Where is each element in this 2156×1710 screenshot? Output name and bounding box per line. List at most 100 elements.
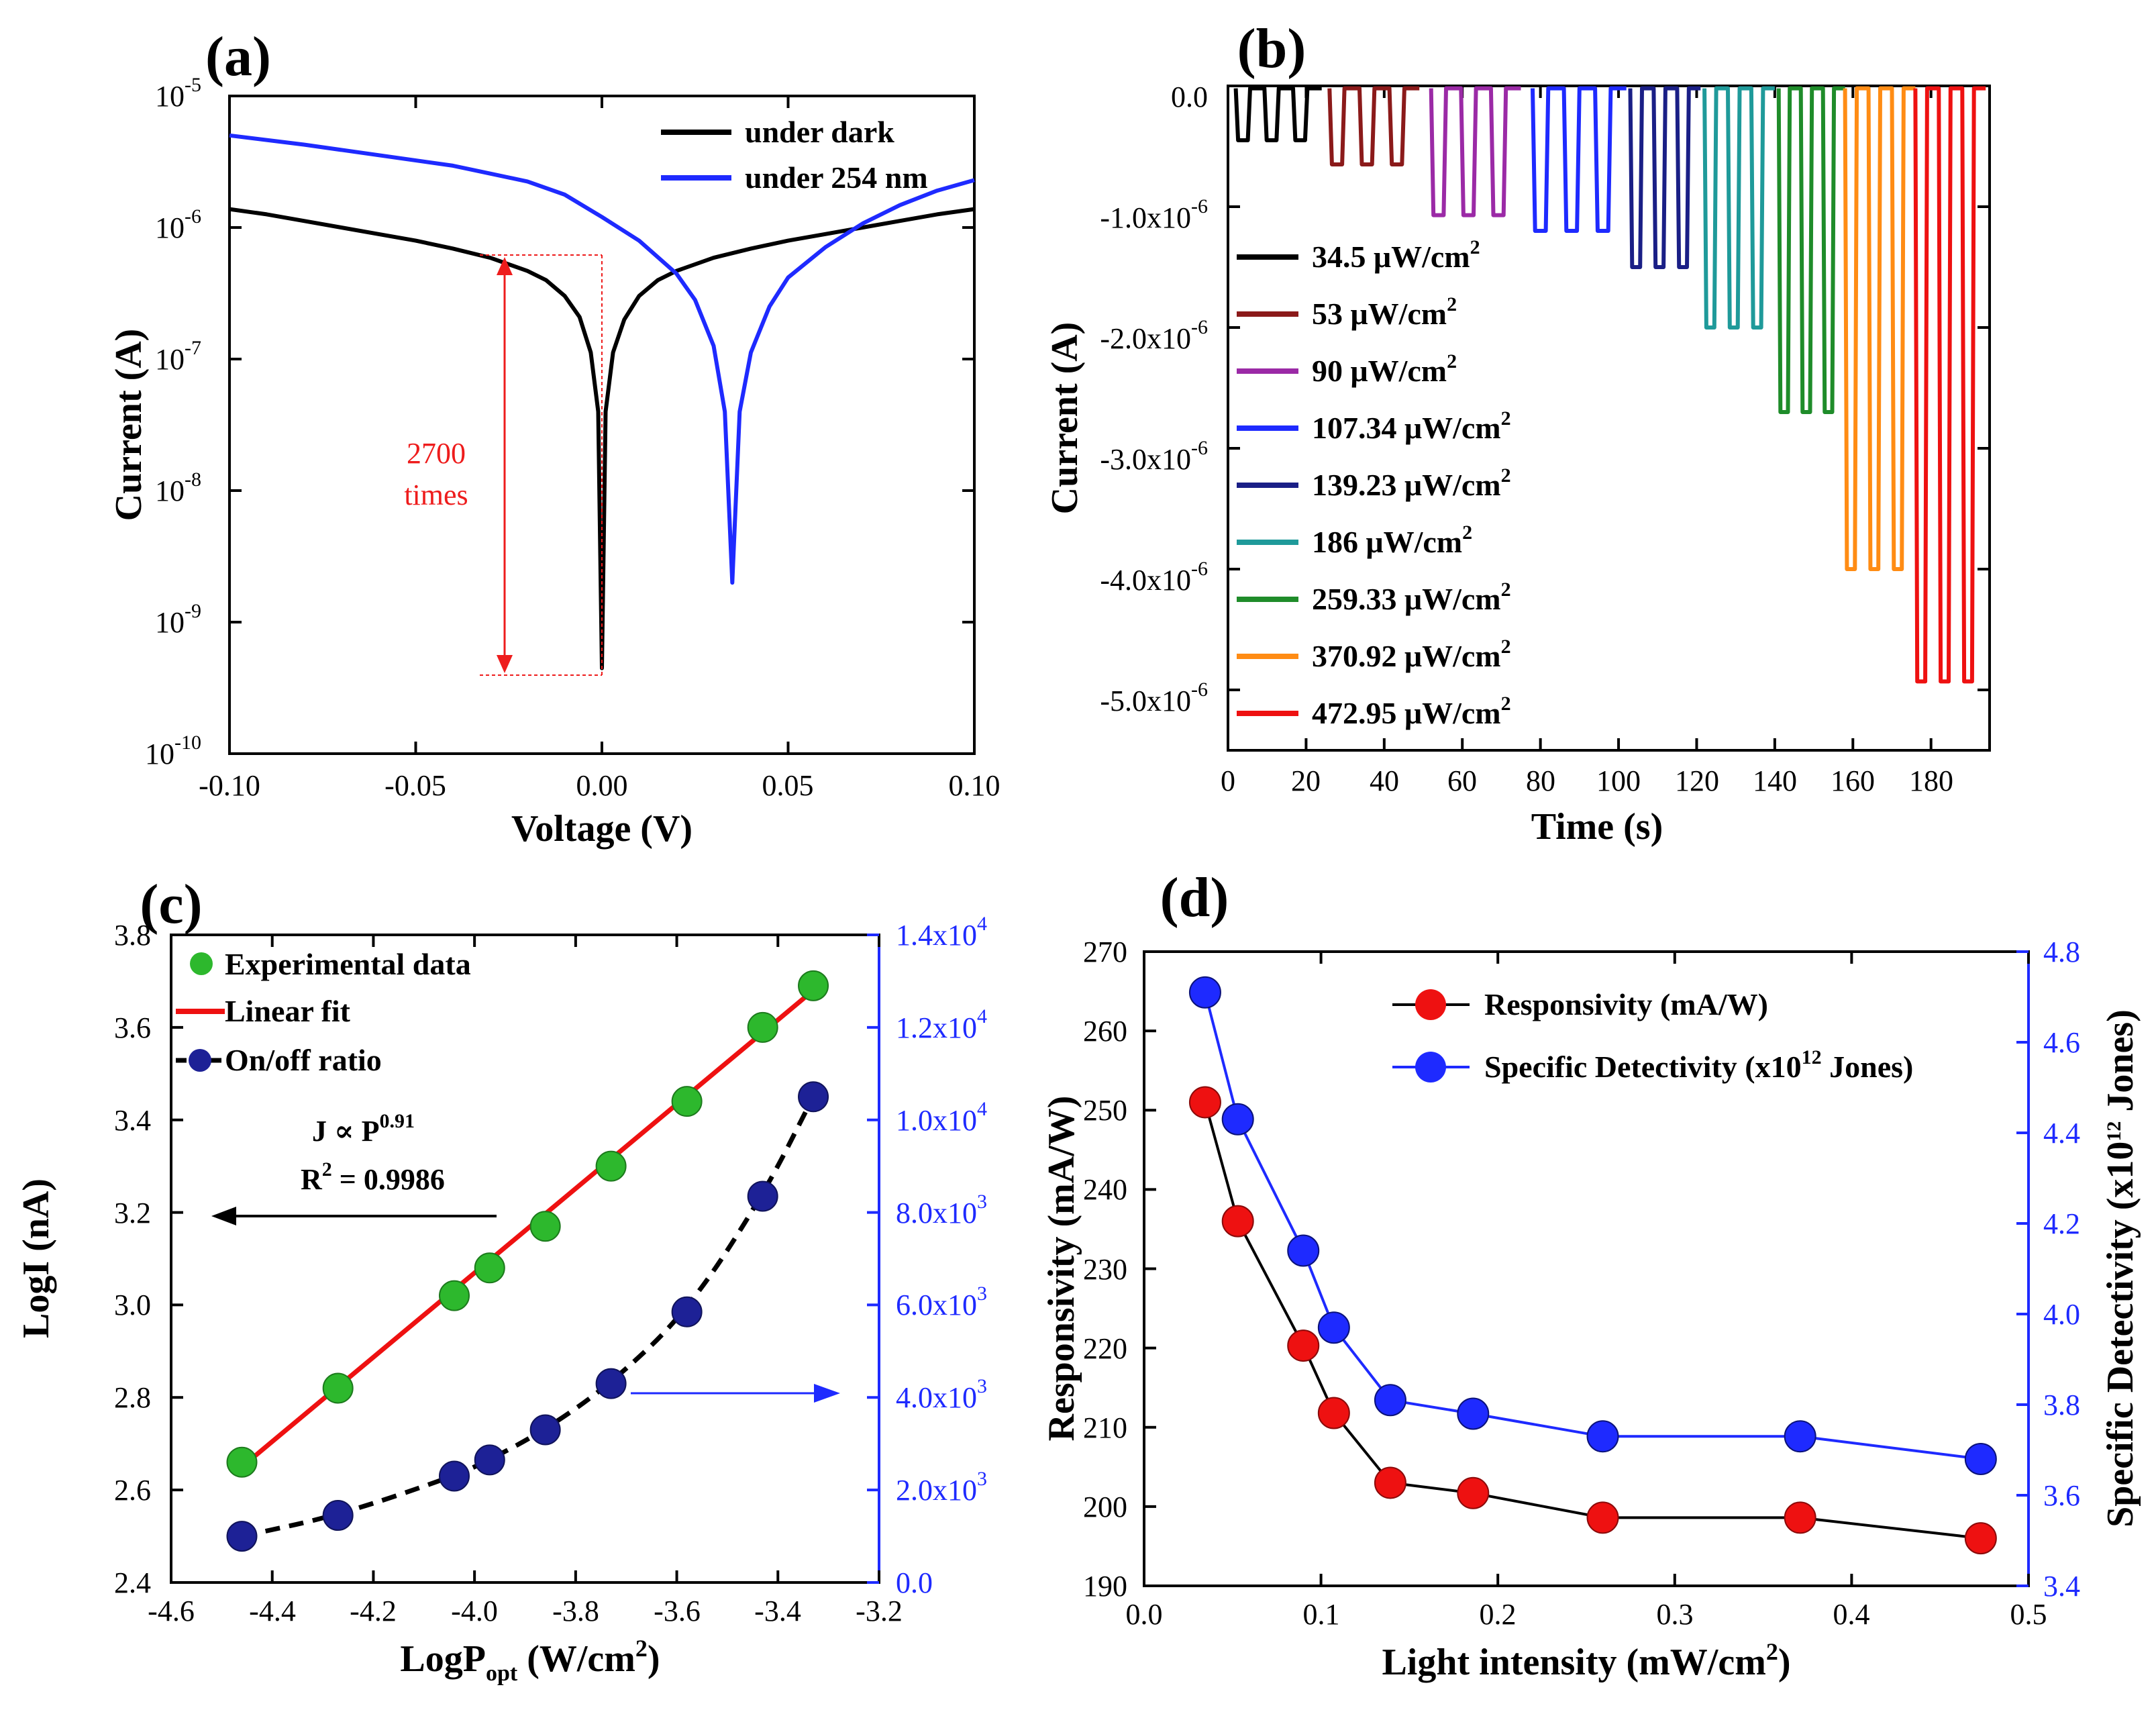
- experimental-point: [747, 1011, 778, 1043]
- x-tick-label: -4.0: [451, 1595, 498, 1627]
- y-tick-label: 2.6: [114, 1474, 151, 1507]
- on-off-ratio-point: [474, 1444, 505, 1476]
- y2-tick-label: 3.4: [2043, 1570, 2080, 1603]
- panel-d-series: [1188, 976, 1997, 1555]
- ratio-value: 2700: [407, 437, 466, 470]
- panel-c-legend: Experimental data Linear fit On/off rati…: [176, 947, 471, 1077]
- photocurrent-trace: [1913, 86, 1986, 684]
- x-tick-label: 180: [1909, 764, 1953, 797]
- y-tick-label: -2.0x10-6: [1100, 316, 1208, 355]
- on-off-ratio-point: [595, 1368, 627, 1399]
- legend-label-ratio: On/off ratio: [225, 1043, 382, 1077]
- legend-label: 370.92 μW/cm2: [1312, 636, 1511, 673]
- photocurrent-trace: [1628, 86, 1701, 269]
- legend-label-detectivity: Specific Detectivity (x1012 Jones): [1484, 1046, 1913, 1084]
- panel-d-label: (d): [1160, 866, 1229, 929]
- panel-b: (b) 0 20 40 60 80 100 120 140 160 180 0.…: [1044, 17, 1991, 848]
- ratio-arrowhead-up: [497, 257, 513, 275]
- x-tick-label: -3.2: [856, 1595, 903, 1627]
- x-tick-label: 0.00: [576, 769, 628, 802]
- y-tick-label: 10-10: [145, 732, 201, 770]
- responsivity-point: [1287, 1329, 1320, 1362]
- y2-tick-label: 1.0x104: [896, 1098, 987, 1137]
- panel-d-legend: Responsivity (mA/W) Specific Detectivity…: [1392, 987, 1913, 1084]
- responsivity-point: [1188, 1086, 1221, 1119]
- panel-a-ticks: [228, 95, 976, 755]
- detectivity-point: [1964, 1443, 1997, 1475]
- responsivity-point: [1221, 1205, 1254, 1238]
- y2-tick-label: 4.0: [2043, 1298, 2080, 1331]
- x-tick-label: 0.3: [1657, 1598, 1694, 1631]
- y2-tick-label: 4.6: [2043, 1026, 2080, 1059]
- x-tick-label: -0.05: [384, 769, 446, 802]
- experimental-point: [529, 1211, 561, 1242]
- y2-tick-label: 3.6: [2043, 1479, 2080, 1512]
- legend-label: 472.95 μW/cm2: [1312, 693, 1511, 730]
- experimental-point: [595, 1150, 627, 1182]
- panel-a: (a) -0.10 -0.05 0.00 0.05 0.10 10-10 10-…: [108, 26, 1000, 850]
- detectivity-point: [1457, 1397, 1490, 1430]
- y-tick-label: 10-9: [155, 600, 201, 639]
- x-tick-label: 80: [1526, 764, 1555, 797]
- panel-b-frame: [1227, 85, 1991, 752]
- panel-d-x-tick-labels: 0.0 0.1 0.2 0.3 0.4 0.5: [1126, 1598, 2047, 1631]
- legend-label: 186 μW/cm2: [1312, 521, 1472, 559]
- ratio-arrowhead-down: [497, 655, 513, 673]
- y-tick-label: 220: [1083, 1332, 1127, 1365]
- y2-axis-label: Specific Detectivity (x1012 Jones): [2100, 1009, 2141, 1527]
- x-tick-label: -0.10: [199, 769, 260, 802]
- on-off-ratio-point: [747, 1180, 778, 1212]
- y-tick-label: 230: [1083, 1253, 1127, 1286]
- y-tick-label: 3.2: [114, 1197, 151, 1229]
- panel-c-y-tick-labels: 2.4 2.6 2.8 3.0 3.2 3.4 3.6 3.8: [114, 919, 151, 1599]
- legend-label-uv: under 254 nm: [745, 160, 928, 195]
- legend-marker-detectivity: [1415, 1052, 1446, 1083]
- y-tick-label: 260: [1083, 1015, 1127, 1048]
- on-off-ratio-point: [226, 1521, 258, 1552]
- legend-marker-ratio: [189, 1049, 211, 1072]
- responsivity-point: [1457, 1476, 1490, 1509]
- x-tick-label: -4.6: [148, 1595, 195, 1627]
- ratio-annotation: 2700 times: [404, 254, 603, 676]
- y2-tick-label: 0.0: [896, 1566, 933, 1599]
- panel-c-annotation: J ∝ P0.91 R2 = 0.9986: [211, 1110, 840, 1403]
- responsivity-point: [1586, 1501, 1619, 1534]
- y-tick-label: 210: [1083, 1411, 1127, 1444]
- y2-tick-label: 6.0x103: [896, 1282, 987, 1321]
- panel-c-series: [226, 970, 829, 1552]
- responsivity-point: [1964, 1522, 1997, 1555]
- x-axis-label: Light intensity (mW/cm2): [1382, 1638, 1790, 1683]
- panel-c-x-tick-labels: -4.6 -4.4 -4.2 -4.0 -3.8 -3.6 -3.4 -3.2: [148, 1595, 903, 1627]
- right-axis-arrowhead: [814, 1384, 840, 1403]
- photocurrent-trace: [1233, 86, 1322, 142]
- panel-a-y-tick-labels: 10-10 10-9 10-8 10-7 10-6 10-5: [145, 74, 201, 770]
- y-tick-label: 190: [1083, 1570, 1127, 1603]
- x-tick-label: -4.4: [249, 1595, 296, 1627]
- y-tick-label: -5.0x10-6: [1100, 678, 1208, 717]
- y2-tick-label: 3.8: [2043, 1389, 2080, 1421]
- y-tick-label: 10-8: [155, 468, 201, 507]
- y2-tick-label: 4.8: [2043, 936, 2080, 968]
- panel-a-label: (a): [205, 26, 271, 88]
- panel-b-ticks: [1227, 85, 1990, 750]
- y-tick-label: 270: [1083, 936, 1127, 968]
- y2-tick-label: 1.4x104: [896, 913, 987, 952]
- experimental-point: [671, 1086, 703, 1117]
- y-axis-label: LogI (nA): [15, 1178, 57, 1338]
- y-tick-label: 200: [1083, 1491, 1127, 1523]
- x-tick-label: 0.10: [949, 769, 1000, 802]
- on-off-ratio-point: [798, 1081, 829, 1113]
- legend-label-fit: Linear fit: [225, 994, 351, 1028]
- experimental-point: [322, 1372, 354, 1404]
- y-tick-label: -1.0x10-6: [1100, 195, 1208, 234]
- y-tick-label: -4.0x10-6: [1100, 558, 1208, 597]
- legend-marker-responsivity: [1415, 989, 1446, 1020]
- y2-tick-label: 4.2: [2043, 1207, 2080, 1240]
- y-tick-label: 250: [1083, 1094, 1127, 1127]
- y-axis-label: Current (A): [1044, 322, 1086, 515]
- on-off-ratio-point: [671, 1296, 703, 1327]
- panel-c-ticks: [170, 934, 880, 1584]
- x-tick-label: -3.4: [754, 1595, 801, 1627]
- experimental-point: [226, 1446, 258, 1478]
- experimental-point: [474, 1252, 505, 1284]
